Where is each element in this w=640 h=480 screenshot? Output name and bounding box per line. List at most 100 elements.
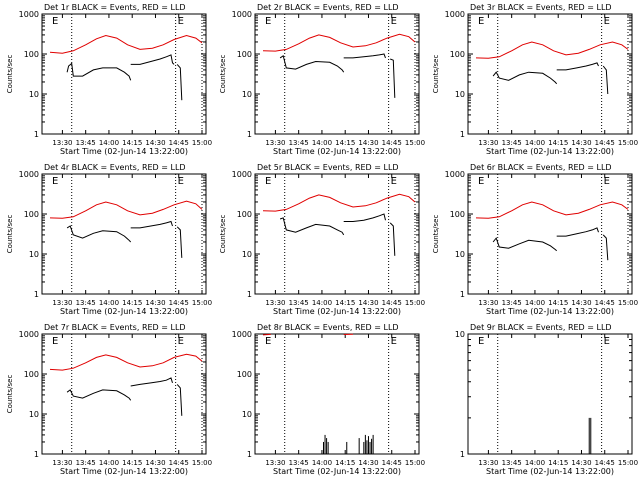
x-tick-label: 14:15	[335, 299, 355, 307]
x-tick-label: 14:00	[525, 139, 545, 147]
events-series-line	[176, 226, 183, 258]
x-tick-label: 15:00	[405, 459, 425, 467]
events-series-line	[130, 54, 175, 65]
lld-series-line	[49, 34, 203, 54]
y-tick-label: 100	[24, 50, 39, 59]
y-axis-label: Counts/sec	[6, 215, 14, 254]
lld-series-line	[475, 201, 629, 219]
x-tick-label: 13:30	[478, 139, 498, 147]
plot-frame	[467, 173, 633, 295]
event-marker-label: E	[178, 176, 184, 187]
x-tick-label: 13:45	[289, 139, 309, 147]
y-tick-label: 1000	[232, 170, 252, 179]
panel-det-2: Det 2r BLACK = Events, RED = LLD 1 10 100 10…	[219, 3, 425, 156]
x-tick-label: 14:45	[169, 459, 189, 467]
events-series-line	[492, 237, 558, 252]
x-axis-label: Start Time (02-Jun-14 13:22:00)	[60, 467, 188, 476]
events-series-line	[176, 64, 183, 101]
x-tick-label: 13:30	[478, 299, 498, 307]
x-tick-label: 13:45	[502, 299, 522, 307]
event-marker-label: E	[52, 336, 58, 347]
x-tick-label: 15:00	[618, 299, 638, 307]
event-marker-label: E	[178, 336, 184, 347]
y-tick-label: 1000	[19, 330, 39, 339]
y-tick-label: 10	[242, 410, 252, 419]
y-tick-label: 10	[455, 250, 465, 259]
plot-frame	[41, 13, 207, 135]
y-tick-label: 1	[460, 130, 465, 139]
x-tick-label: 13:30	[52, 139, 72, 147]
x-tick-label: 13:45	[76, 299, 96, 307]
event-marker-label: E	[604, 16, 610, 27]
x-tick-label: 15:00	[618, 459, 638, 467]
events-series-line	[602, 234, 609, 261]
events-series-line	[279, 217, 345, 236]
event-marker-label: E	[265, 336, 271, 347]
events-series-line	[130, 220, 173, 229]
y-tick-label: 1	[34, 130, 39, 139]
y-tick-label: 1	[460, 450, 465, 459]
events-series-line	[66, 389, 132, 401]
x-axis-label: Start Time (02-Jun-14 13:22:00)	[60, 307, 188, 316]
y-tick-label: 1	[247, 130, 252, 139]
y-tick-label: 1	[247, 290, 252, 299]
y-tick-label: 1000	[445, 10, 465, 19]
panel-det-8: Det 8r BLACK = Events, RED = LLD 1 10 100 10…	[232, 323, 425, 476]
y-tick-label: 1000	[19, 10, 39, 19]
y-axis-label: Counts/sec	[219, 215, 227, 254]
y-tick-label: 100	[24, 370, 39, 379]
y-tick-label: 10	[242, 250, 252, 259]
y-axis-label: Counts/sec	[219, 55, 227, 94]
y-tick-label: 10	[29, 410, 39, 419]
x-tick-label: 14:45	[595, 139, 615, 147]
x-tick-label: 14:30	[358, 299, 378, 307]
y-tick-label: 1	[34, 290, 39, 299]
panel-title: Det 7r BLACK = Events, RED = LLD	[44, 323, 186, 332]
x-axis-label: Start Time (02-Jun-14 13:22:00)	[60, 147, 188, 156]
y-tick-label: 10	[29, 90, 39, 99]
event-marker-label: E	[478, 176, 484, 187]
y-tick-label: 1000	[232, 330, 252, 339]
events-series-line	[343, 53, 386, 59]
x-tick-label: 14:30	[571, 139, 591, 147]
panel-det-4: Det 4r BLACK = Events, RED = LLD 1 10 100 10…	[6, 163, 212, 316]
x-tick-label: 14:00	[525, 459, 545, 467]
panel-det-1: Det 1r BLACK = Events, RED = LLD 1 10 100 10…	[6, 3, 212, 156]
plot-frame	[41, 173, 207, 295]
y-tick-label: 1	[247, 450, 252, 459]
plot-frame	[467, 333, 633, 455]
y-tick-label: 1000	[445, 170, 465, 179]
x-tick-label: 14:45	[169, 299, 189, 307]
y-tick-label: 10	[455, 90, 465, 99]
x-tick-label: 14:45	[382, 459, 402, 467]
x-tick-label: 14:15	[548, 139, 568, 147]
events-series-line	[130, 377, 173, 387]
y-axis-label: Counts/sec	[6, 375, 14, 414]
x-tick-label: 13:30	[478, 459, 498, 467]
x-tick-label: 14:30	[145, 299, 165, 307]
x-tick-label: 14:30	[145, 459, 165, 467]
x-tick-label: 14:15	[122, 299, 142, 307]
x-tick-label: 14:30	[571, 299, 591, 307]
x-tick-label: 14:00	[312, 459, 332, 467]
lld-series-line	[49, 353, 203, 371]
events-series-line	[66, 62, 132, 81]
x-tick-label: 14:30	[571, 459, 591, 467]
x-tick-label: 14:00	[99, 299, 119, 307]
lld-series-line	[262, 193, 416, 212]
x-tick-label: 14:45	[595, 299, 615, 307]
events-series-line	[492, 71, 558, 85]
x-tick-label: 15:00	[405, 139, 425, 147]
panel-title: Det 6r BLACK = Events, RED = LLD	[470, 163, 612, 172]
x-axis-label: Start Time (02-Jun-14 13:22:00)	[486, 147, 614, 156]
event-marker-label: E	[265, 176, 271, 187]
event-marker-label: E	[52, 16, 58, 27]
x-tick-label: 14:15	[548, 459, 568, 467]
events-series-line	[556, 227, 599, 237]
x-tick-label: 14:00	[525, 299, 545, 307]
event-marker-label: E	[604, 336, 610, 347]
x-tick-label: 15:00	[192, 299, 212, 307]
x-tick-label: 13:30	[52, 459, 72, 467]
x-tick-label: 14:30	[358, 139, 378, 147]
lld-series-line	[49, 200, 203, 219]
